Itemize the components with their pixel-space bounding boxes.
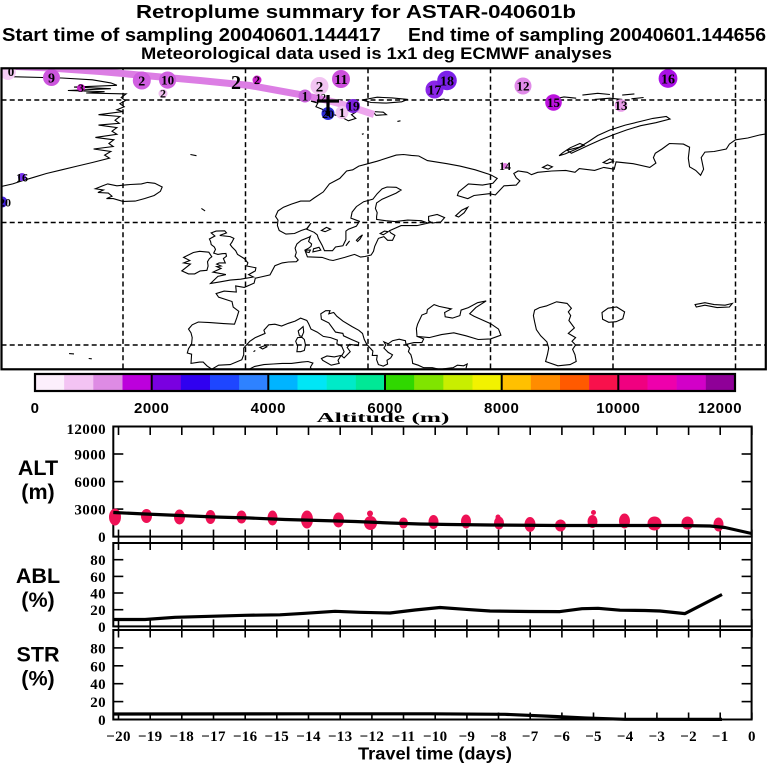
svg-text:2000: 2000: [134, 400, 169, 417]
svg-text:6000: 6000: [367, 400, 402, 417]
svg-text:Retroplume summary for ASTAR-0: Retroplume summary for ASTAR-040601b: [136, 2, 576, 22]
svg-text:−15: −15: [264, 729, 289, 745]
svg-text:−11: −11: [392, 729, 416, 745]
svg-text:12: 12: [316, 93, 326, 104]
svg-text:2: 2: [138, 75, 145, 90]
svg-text:11: 11: [334, 73, 347, 88]
svg-text:0: 0: [98, 530, 106, 546]
svg-text:40: 40: [90, 677, 106, 693]
svg-text:End time of sampling 20040601.: End time of sampling 20040601.144656: [408, 25, 766, 45]
svg-text:8000: 8000: [484, 400, 519, 417]
svg-text:18: 18: [440, 75, 454, 90]
svg-text:−20: −20: [106, 729, 131, 745]
svg-text:−8: −8: [490, 729, 507, 745]
svg-text:−17: −17: [201, 729, 226, 745]
svg-text:0: 0: [98, 620, 106, 636]
svg-text:40: 40: [90, 587, 106, 603]
svg-text:0: 0: [748, 729, 756, 745]
svg-text:9: 9: [48, 72, 55, 87]
svg-text:−12: −12: [360, 729, 385, 745]
svg-text:−19: −19: [138, 729, 163, 745]
svg-text:20: 20: [90, 695, 106, 711]
svg-text:10: 10: [161, 73, 174, 88]
svg-text:−5: −5: [585, 729, 602, 745]
svg-text:−9: −9: [458, 729, 475, 745]
svg-text:1: 1: [302, 89, 309, 104]
svg-text:Start time of sampling 2004060: Start time of sampling 20040601.144417: [2, 25, 381, 45]
svg-text:20: 20: [0, 196, 11, 210]
svg-text:2: 2: [316, 80, 324, 96]
svg-text:0: 0: [31, 400, 40, 417]
svg-text:60: 60: [90, 570, 106, 586]
svg-text:12000: 12000: [67, 422, 107, 438]
svg-text:0: 0: [8, 64, 15, 79]
svg-text:12000: 12000: [698, 400, 742, 417]
svg-text:80: 80: [90, 641, 106, 657]
svg-text:19: 19: [347, 99, 361, 114]
svg-text:12: 12: [517, 79, 530, 94]
svg-text:−6: −6: [553, 729, 570, 745]
svg-text:STR: STR: [17, 643, 60, 667]
svg-text:−7: −7: [522, 729, 539, 745]
svg-text:−10: −10: [423, 729, 448, 745]
svg-text:−13: −13: [328, 729, 353, 745]
svg-text:Travel time (days): Travel time (days): [358, 744, 512, 764]
svg-text:3: 3: [78, 81, 84, 95]
svg-text:9000: 9000: [74, 448, 106, 464]
svg-text:Meteorological data used is 1x: Meteorological data used is 1x1 deg ECMW…: [141, 45, 612, 63]
svg-text:14: 14: [499, 159, 511, 173]
svg-text:Altitude (m): Altitude (m): [317, 411, 451, 426]
svg-text:(%): (%): [21, 667, 54, 691]
svg-text:16: 16: [16, 171, 28, 185]
svg-text:−18: −18: [169, 729, 194, 745]
svg-text:−3: −3: [648, 729, 665, 745]
svg-text:(m): (m): [21, 480, 54, 504]
svg-text:60: 60: [90, 659, 106, 675]
svg-text:−4: −4: [617, 729, 634, 745]
svg-text:17: 17: [428, 84, 442, 99]
svg-text:3000: 3000: [74, 503, 106, 519]
svg-text:−2: −2: [680, 729, 697, 745]
svg-text:1: 1: [339, 105, 346, 120]
svg-text:4000: 4000: [251, 400, 286, 417]
svg-text:ALT: ALT: [18, 456, 58, 480]
svg-text:2: 2: [254, 73, 260, 87]
svg-text:13: 13: [615, 98, 629, 113]
svg-text:−16: −16: [233, 729, 258, 745]
svg-text:2: 2: [160, 87, 166, 101]
svg-text:−14: −14: [296, 729, 321, 745]
svg-text:80: 80: [90, 553, 106, 569]
svg-text:(%): (%): [21, 588, 54, 612]
svg-text:ABL: ABL: [16, 564, 60, 588]
svg-text:16: 16: [661, 73, 675, 88]
svg-text:6000: 6000: [74, 475, 106, 491]
svg-text:10000: 10000: [596, 400, 640, 417]
svg-text:15: 15: [547, 95, 561, 110]
svg-text:20: 20: [90, 603, 106, 619]
svg-text:−1: −1: [712, 729, 729, 745]
svg-text:2: 2: [231, 72, 241, 94]
svg-text:0: 0: [98, 713, 106, 729]
